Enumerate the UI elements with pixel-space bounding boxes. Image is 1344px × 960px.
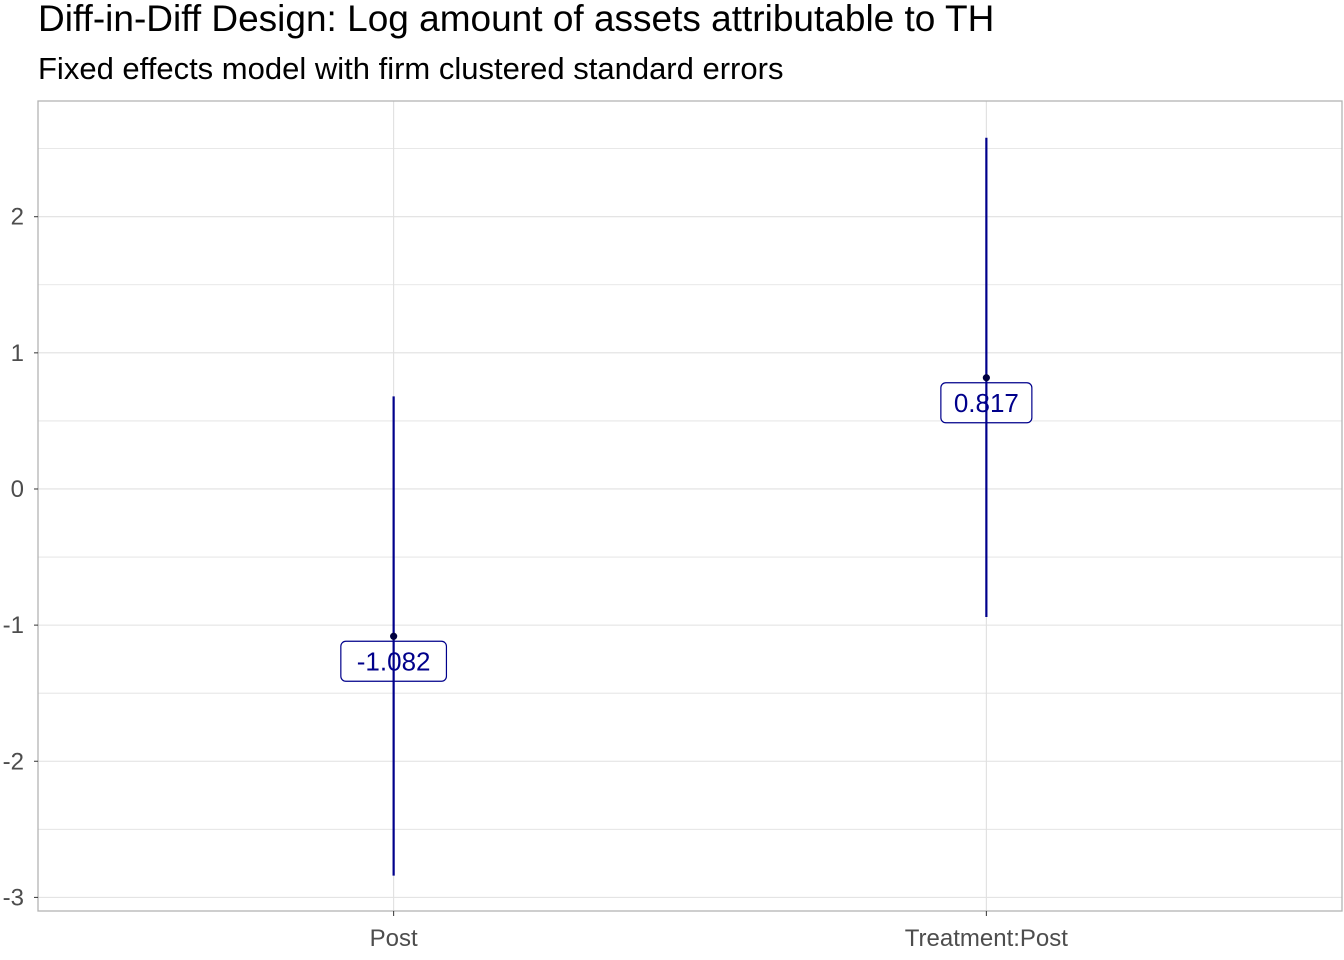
y-tick-label: -1: [3, 612, 24, 639]
chart-subtitle: Fixed effects model with firm clustered …: [38, 51, 784, 86]
data-label: 0.817: [954, 388, 1019, 418]
y-tick-label: -3: [3, 884, 24, 911]
y-axis-ticks: -3 -2 -1 0 1 2: [3, 204, 38, 911]
data-label: -1.082: [357, 646, 431, 676]
estimate-point: [982, 374, 990, 382]
y-tick-label: -2: [3, 748, 24, 775]
estimate-point: [390, 632, 398, 640]
x-tick-label: Treatment:Post: [905, 925, 1069, 952]
estimate-series: -1.082 0.817: [340, 137, 1033, 876]
y-tick-label: 1: [11, 340, 24, 367]
y-tick-label: 0: [11, 476, 24, 503]
grid-layer: [38, 101, 1342, 911]
x-tick-label: Post: [370, 925, 418, 952]
chart-title: Diff-in-Diff Design: Log amount of asset…: [38, 0, 995, 39]
y-tick-label: 2: [11, 204, 24, 231]
panel-border: [37, 100, 1343, 912]
x-axis-ticks: Post Treatment:Post: [370, 911, 1069, 952]
